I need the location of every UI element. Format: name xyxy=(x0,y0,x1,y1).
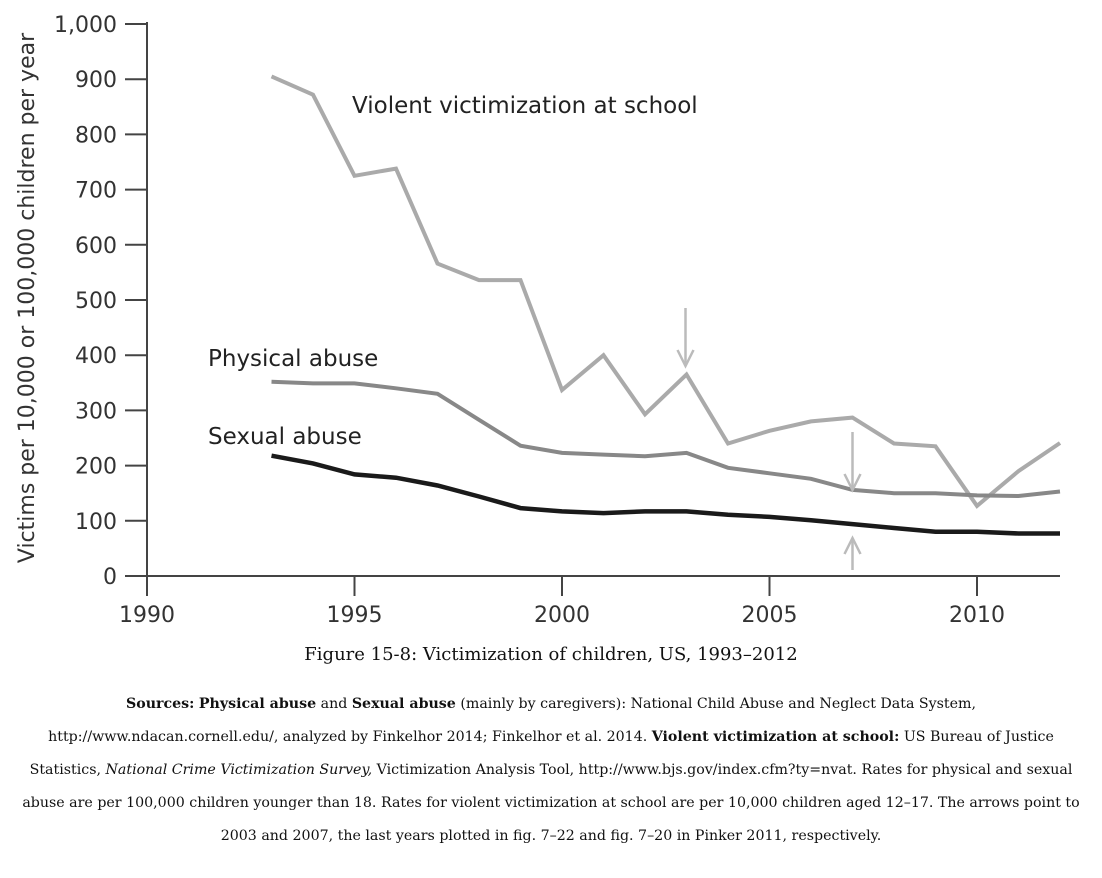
y-tick-label: 100 xyxy=(75,510,117,535)
x-tick-label: 2000 xyxy=(534,603,590,628)
series-line-physical-abuse xyxy=(271,379,1061,499)
sources-text-1: (mainly by caregivers): National Child A… xyxy=(48,696,976,745)
y-tick-label: 400 xyxy=(75,344,117,369)
chart-axes: 0 100 200 300 400 500 600 700 800 900 1,000 1990 199… xyxy=(54,13,1060,628)
y-tick-label: 900 xyxy=(75,68,117,93)
arrow-2003-down xyxy=(676,308,695,369)
x-tick-label: 2005 xyxy=(742,603,798,628)
x-tick-label: 1990 xyxy=(119,603,175,628)
sources-sexual: Sexual abuse xyxy=(351,696,456,712)
series-label-sexual: Sexual abuse xyxy=(208,424,362,450)
x-tick-label: 1995 xyxy=(327,603,383,628)
sources-note: Sources: Physical abuse and Sexual abuse… xyxy=(14,688,1088,853)
sources-violent: Violent victimization at school: xyxy=(651,729,900,745)
y-tick-label: 0 xyxy=(103,565,117,590)
y-tick-label: 500 xyxy=(75,289,117,314)
sources-label: Sources: xyxy=(125,696,195,712)
figure-caption: Figure 15-8: Victimization of children, … xyxy=(304,644,798,665)
sources-and: and xyxy=(316,696,352,712)
sources-text-2: US Bureau of Justice Statistics, xyxy=(29,729,1054,778)
y-tick-label: 600 xyxy=(75,234,117,259)
sources-text-3: Victimization Analysis Tool, http://www.… xyxy=(22,762,1080,844)
arrow-2007-down xyxy=(843,432,862,493)
arrow-head xyxy=(676,349,695,369)
y-tick-label: 700 xyxy=(75,179,117,204)
arrow-head xyxy=(843,473,862,493)
series-line-violent-victimization-at-school xyxy=(270,74,1062,509)
arrow-head xyxy=(843,535,862,555)
series-line-sexual-abuse xyxy=(271,453,1060,536)
series-label-violent: Violent victimization at school xyxy=(352,93,698,119)
y-tick-label: 800 xyxy=(75,123,117,148)
y-axis-label: Victims per 10,000 or 100,000 children p… xyxy=(15,32,40,563)
line-chart: 0 100 200 300 400 500 600 700 800 900 1,000 1990 199… xyxy=(15,13,1062,628)
annotation-arrows xyxy=(676,308,862,570)
y-tick-label: 300 xyxy=(75,399,117,424)
y-tick-label: 1,000 xyxy=(54,13,117,38)
series-layer xyxy=(270,74,1062,536)
y-tick-label: 200 xyxy=(75,455,117,480)
sources-survey: National Crime Victimization Survey, xyxy=(105,762,373,778)
arrow-2007-up xyxy=(843,535,862,570)
series-label-physical: Physical abuse xyxy=(208,346,378,372)
sources-physical: Physical abuse xyxy=(198,696,317,712)
x-tick-label: 2010 xyxy=(949,603,1005,628)
